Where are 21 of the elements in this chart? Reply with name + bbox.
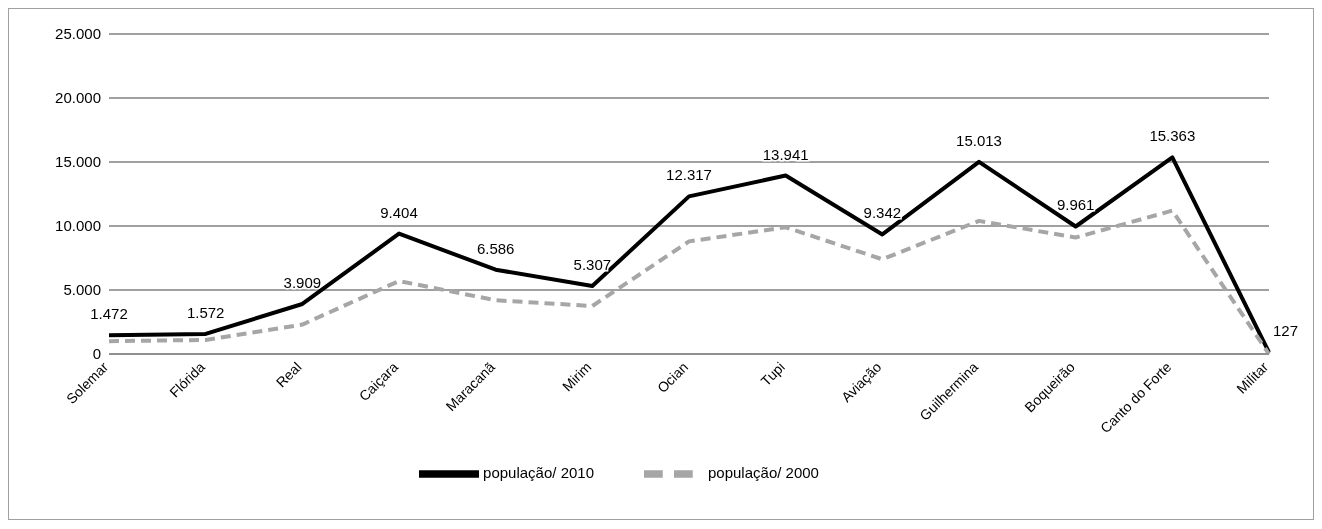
y-tick-label: 0 (92, 345, 101, 363)
y-tick-label: 20.000 (55, 89, 101, 107)
data-label: 13.941 (762, 145, 809, 163)
data-label: 127 (1273, 322, 1299, 340)
data-label: 9.961 (1056, 196, 1095, 214)
data-label: 5.307 (573, 256, 612, 274)
y-tick-label: 5.000 (63, 281, 101, 299)
data-label: 9.404 (380, 203, 418, 221)
data-label: 1.572 (186, 303, 225, 321)
legend-label: população/ 2000 (708, 463, 819, 481)
data-label: 15.013 (956, 131, 1002, 149)
data-label: 6.586 (476, 239, 515, 257)
data-label: 3.909 (283, 273, 322, 291)
data-label: 1.472 (90, 305, 128, 323)
y-tick-label: 10.000 (55, 217, 101, 235)
legend-label: população/ 2010 (483, 463, 594, 481)
data-label: 9.342 (863, 204, 902, 222)
y-tick-label: 15.000 (55, 153, 101, 171)
data-label: 15.363 (1149, 127, 1196, 145)
y-tick-label: 25.000 (55, 25, 101, 43)
data-label: 12.317 (666, 166, 712, 184)
